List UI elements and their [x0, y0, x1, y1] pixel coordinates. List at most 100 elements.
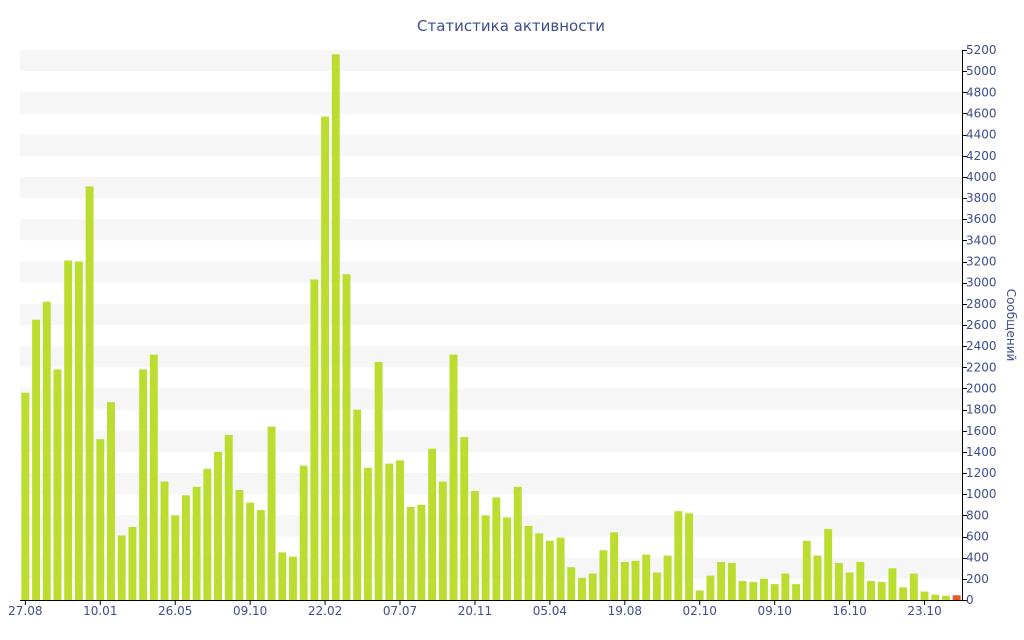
x-tick-label: 09.10	[757, 604, 791, 618]
y-tick-label: 4200	[966, 149, 997, 163]
bar	[695, 590, 704, 600]
bar	[610, 532, 619, 600]
bar	[952, 595, 961, 600]
bar	[203, 468, 212, 600]
y-tick-label: 2600	[966, 318, 997, 332]
bar	[492, 497, 501, 600]
y-tick-label: 200	[966, 572, 989, 586]
bar	[224, 435, 233, 600]
y-tick-label: 3200	[966, 255, 997, 269]
y-axis-label: Сообщений	[1004, 289, 1018, 362]
bar	[267, 426, 276, 600]
bar	[813, 555, 822, 600]
bar	[792, 584, 801, 600]
bar	[856, 561, 865, 600]
bar	[171, 515, 180, 600]
bar	[417, 504, 426, 600]
bar	[460, 437, 469, 600]
bar	[246, 502, 255, 600]
bar	[128, 527, 137, 600]
bar	[642, 554, 651, 600]
grid-band	[20, 219, 962, 241]
x-tick-label: 27.08	[8, 604, 42, 618]
y-tick-label: 1600	[966, 424, 997, 438]
bar	[396, 460, 404, 600]
y-tick-label: 400	[966, 551, 989, 565]
bar	[931, 594, 940, 600]
bar	[727, 562, 736, 600]
grid-band	[20, 303, 962, 325]
bar	[674, 511, 683, 600]
y-tick-label: 4000	[966, 170, 997, 184]
grid-band	[20, 176, 962, 199]
y-tick-label: 2000	[966, 381, 997, 395]
bar	[834, 562, 843, 600]
grid-band	[20, 557, 962, 579]
y-tick-label: 2400	[966, 339, 997, 353]
bar	[877, 582, 886, 600]
bar	[278, 552, 287, 600]
y-tick-label: 3400	[966, 233, 997, 247]
y-tick-label: 5200	[966, 43, 997, 57]
bar	[107, 402, 115, 600]
bar	[867, 580, 875, 600]
y-tick-label: 1800	[966, 403, 997, 417]
bar	[599, 550, 608, 600]
grid-band	[20, 473, 962, 495]
bar	[663, 555, 672, 600]
y-tick-label: 0	[966, 593, 974, 607]
bar	[631, 560, 640, 600]
y-tick-label: 3800	[966, 191, 997, 205]
y-axis-ticks: 0 200 400 600 800 1000 1200 1400 1600 1800 2000 220…	[962, 43, 997, 607]
bar	[524, 525, 533, 600]
bar	[428, 448, 437, 600]
bar	[192, 486, 201, 600]
bar	[588, 573, 597, 600]
grid-band	[20, 134, 962, 156]
x-tick-label: 09.10	[233, 604, 267, 618]
bar	[117, 535, 126, 600]
bar	[845, 572, 854, 600]
bar	[363, 467, 372, 600]
bar	[535, 533, 544, 600]
bar	[802, 540, 811, 600]
bar	[652, 572, 661, 600]
bar	[374, 362, 383, 600]
bar	[310, 279, 319, 600]
bar	[235, 490, 244, 600]
bar	[470, 491, 479, 600]
x-axis-ticks: 27.08 10.01 26.05 09.10 22.02 07.07 20.11 05.04…	[8, 600, 942, 618]
bar	[53, 369, 62, 600]
bar	[567, 567, 576, 600]
y-tick-label: 5000	[966, 64, 997, 78]
x-tick-label: 16.10	[832, 604, 866, 618]
y-tick-label: 1200	[966, 466, 997, 480]
bar	[256, 510, 265, 600]
bar	[160, 481, 169, 600]
y-tick-label: 3600	[966, 212, 997, 226]
y-tick-label: 2200	[966, 360, 997, 374]
y-tick-label: 4400	[966, 128, 997, 142]
bar	[353, 409, 362, 600]
bar	[289, 556, 297, 600]
bar	[888, 568, 897, 600]
bar	[481, 515, 490, 600]
grid-band	[20, 346, 962, 368]
x-tick-label: 22.02	[308, 604, 342, 618]
y-tick-label: 2800	[966, 297, 997, 311]
bar	[545, 540, 554, 600]
x-tick-label: 07.07	[383, 604, 417, 618]
bar	[64, 260, 73, 600]
bar	[321, 116, 330, 600]
bar	[96, 439, 105, 600]
bar	[620, 561, 629, 600]
bar	[181, 495, 190, 600]
grid-band	[20, 261, 962, 283]
grid-band	[20, 50, 962, 72]
y-tick-label: 600	[966, 530, 989, 544]
x-tick-label: 23.10	[907, 604, 941, 618]
bar	[342, 274, 351, 600]
y-tick-label: 4600	[966, 106, 997, 120]
